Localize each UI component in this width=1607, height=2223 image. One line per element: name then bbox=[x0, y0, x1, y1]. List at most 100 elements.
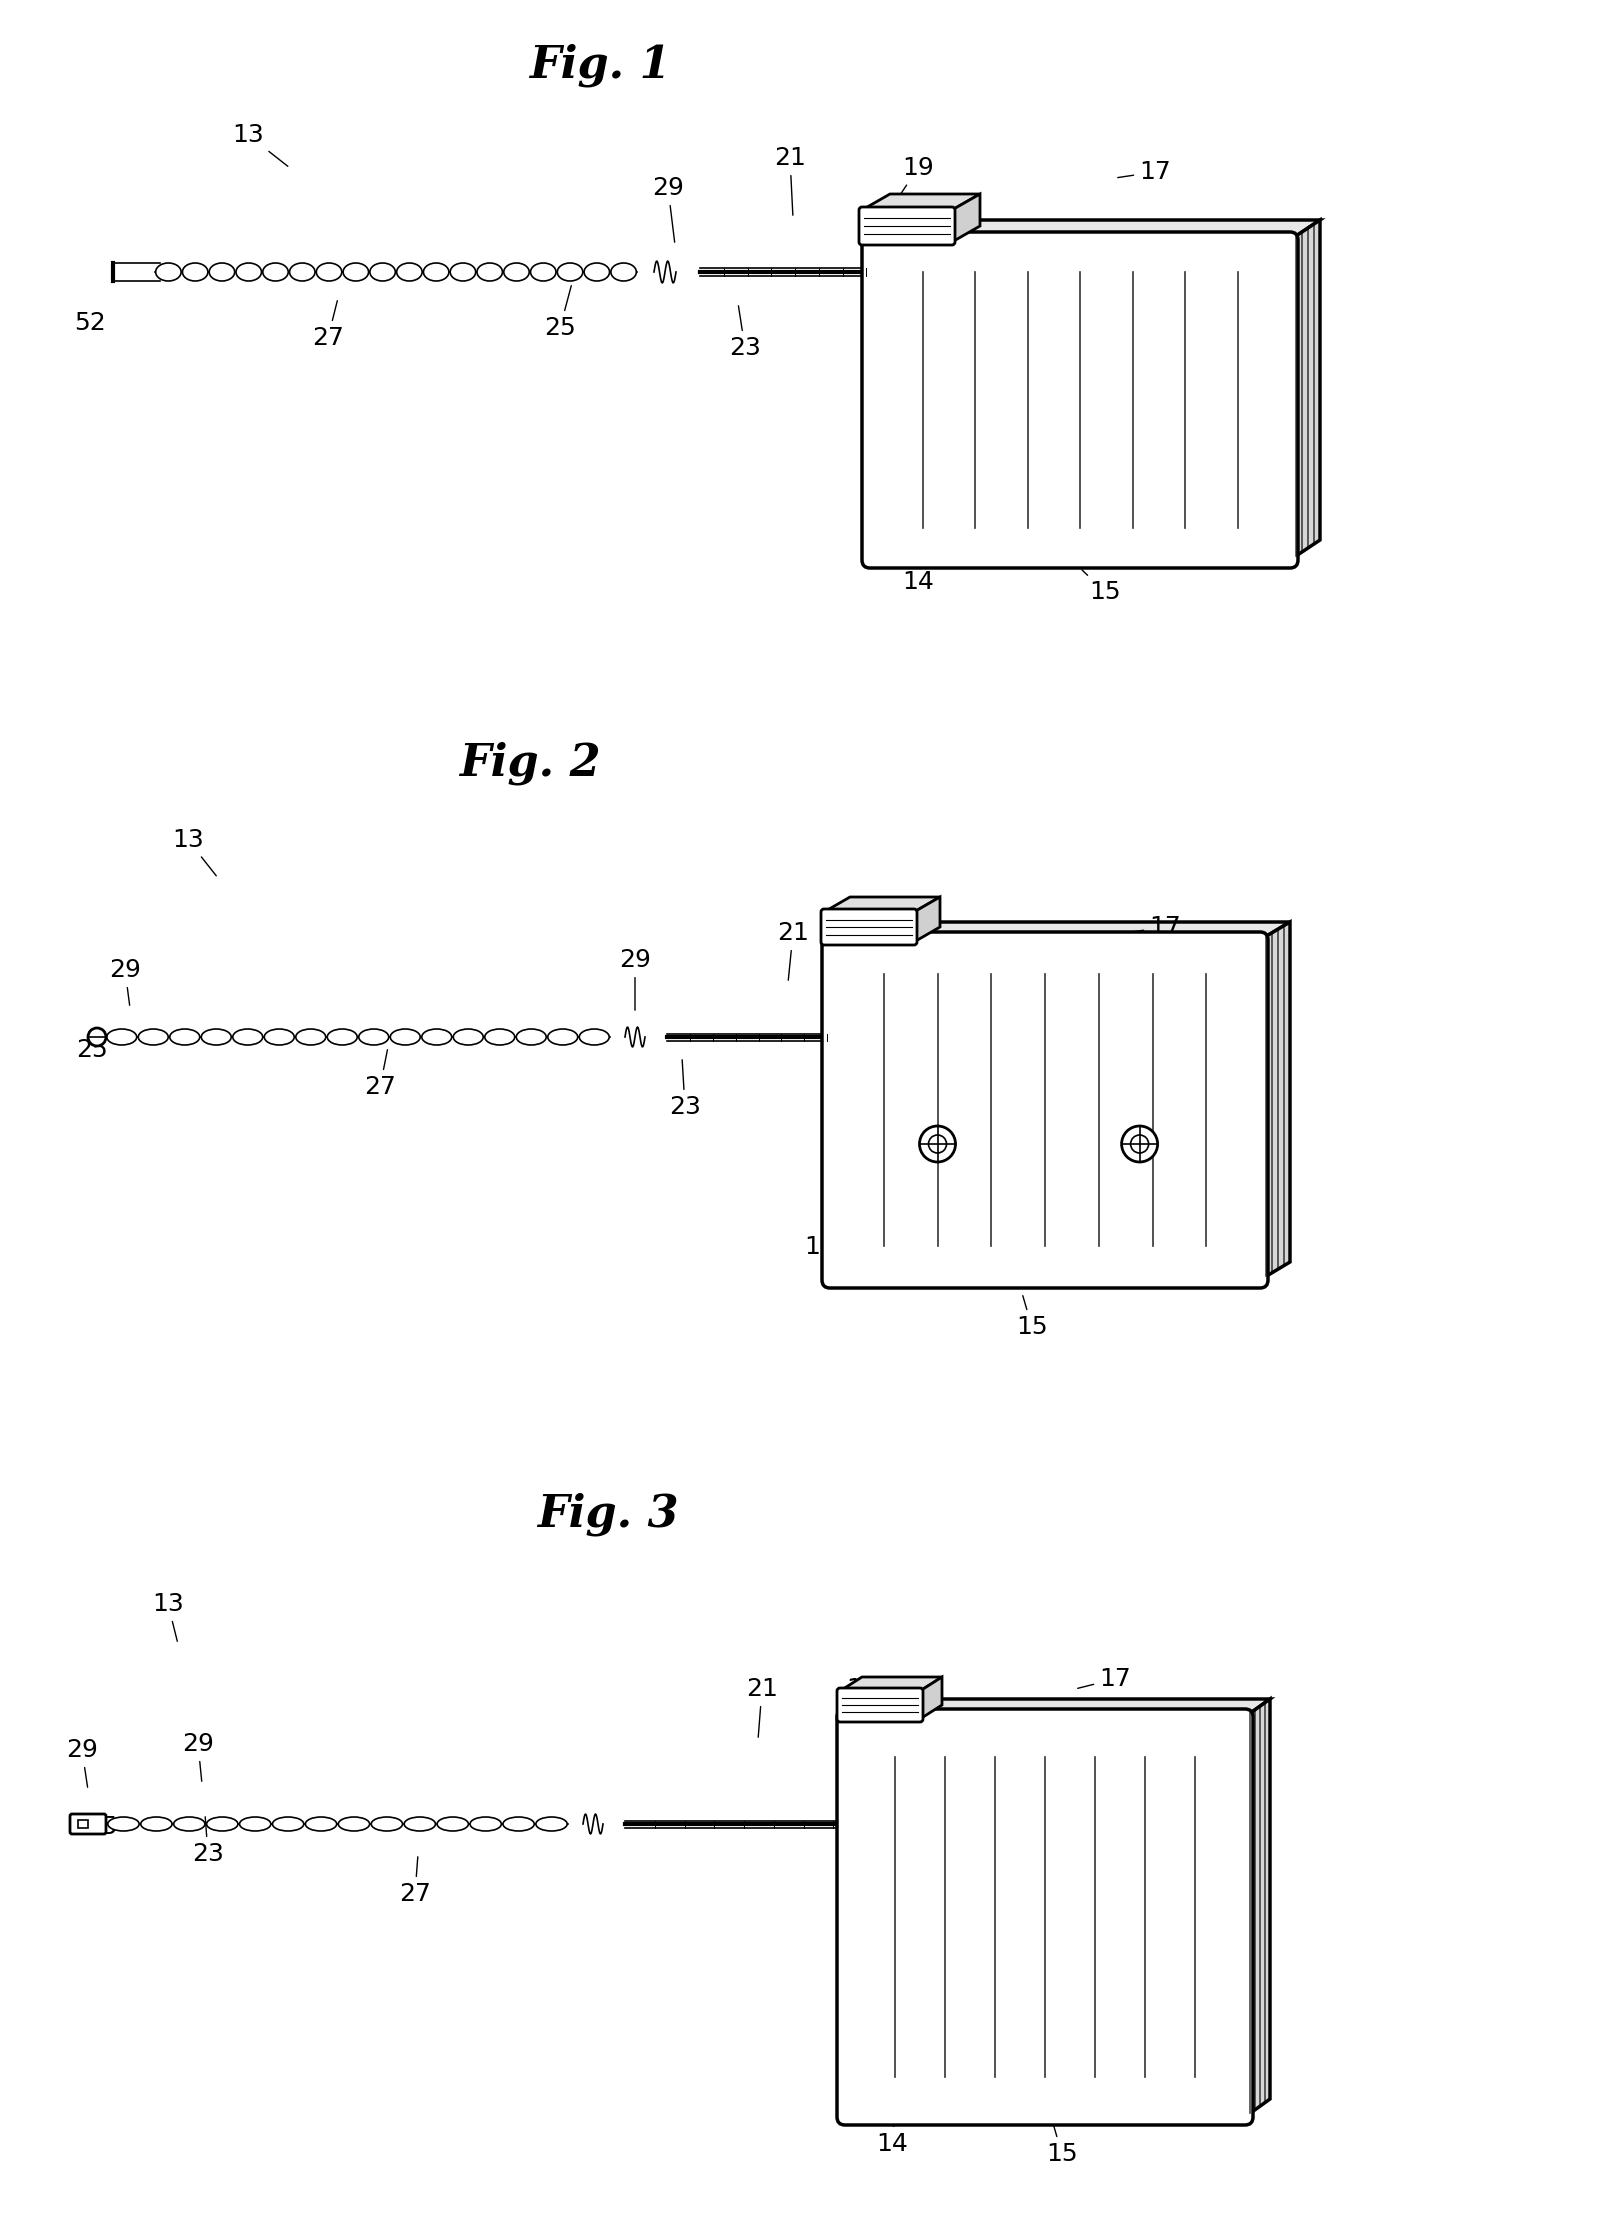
Ellipse shape bbox=[209, 262, 235, 280]
Ellipse shape bbox=[108, 1816, 140, 1832]
Polygon shape bbox=[1245, 1698, 1270, 2116]
Ellipse shape bbox=[170, 1029, 199, 1045]
Text: Fig. 3: Fig. 3 bbox=[537, 1492, 678, 1536]
Ellipse shape bbox=[450, 262, 476, 280]
Text: 15: 15 bbox=[1046, 2123, 1078, 2165]
Text: 23: 23 bbox=[193, 1816, 223, 1865]
Text: 11: 11 bbox=[836, 1972, 887, 2003]
Ellipse shape bbox=[183, 262, 207, 280]
Text: 13: 13 bbox=[231, 122, 288, 167]
Text: 14: 14 bbox=[902, 560, 934, 594]
Text: 16: 16 bbox=[836, 2047, 873, 2083]
FancyBboxPatch shape bbox=[823, 931, 1268, 1287]
Ellipse shape bbox=[138, 1029, 169, 1045]
Text: Fig. 1: Fig. 1 bbox=[529, 42, 670, 87]
Polygon shape bbox=[919, 1676, 942, 1718]
Ellipse shape bbox=[579, 1029, 609, 1045]
Polygon shape bbox=[951, 193, 980, 242]
Ellipse shape bbox=[503, 262, 529, 280]
Ellipse shape bbox=[156, 262, 182, 280]
Text: 19: 19 bbox=[845, 1676, 877, 1747]
Ellipse shape bbox=[141, 1816, 172, 1832]
Ellipse shape bbox=[611, 262, 636, 280]
Ellipse shape bbox=[558, 262, 583, 280]
Text: 29: 29 bbox=[652, 176, 685, 242]
Text: 13: 13 bbox=[153, 1592, 183, 1641]
Ellipse shape bbox=[397, 262, 423, 280]
Text: 30: 30 bbox=[839, 1098, 890, 1145]
Text: 15: 15 bbox=[1082, 569, 1120, 605]
Ellipse shape bbox=[503, 1816, 534, 1832]
Text: 23: 23 bbox=[730, 307, 762, 360]
Ellipse shape bbox=[421, 1029, 452, 1045]
Text: 27: 27 bbox=[365, 1049, 395, 1098]
Polygon shape bbox=[1290, 220, 1319, 560]
Text: 14: 14 bbox=[876, 2112, 908, 2156]
FancyBboxPatch shape bbox=[860, 207, 955, 245]
Text: 29: 29 bbox=[619, 947, 651, 1009]
Text: 17: 17 bbox=[1118, 160, 1172, 185]
Ellipse shape bbox=[239, 1816, 272, 1832]
Ellipse shape bbox=[370, 262, 395, 280]
Polygon shape bbox=[829, 923, 1290, 940]
Ellipse shape bbox=[530, 262, 556, 280]
FancyBboxPatch shape bbox=[71, 1814, 106, 1834]
Ellipse shape bbox=[305, 1816, 337, 1832]
Text: 19: 19 bbox=[879, 156, 934, 227]
Ellipse shape bbox=[516, 1029, 546, 1045]
Ellipse shape bbox=[583, 262, 609, 280]
Ellipse shape bbox=[344, 262, 368, 280]
FancyBboxPatch shape bbox=[837, 1709, 1253, 2125]
Text: 11: 11 bbox=[961, 402, 1014, 445]
Text: 17: 17 bbox=[1128, 916, 1181, 938]
Text: 11: 11 bbox=[804, 1236, 858, 1258]
Text: Fig. 2: Fig. 2 bbox=[460, 740, 601, 785]
Ellipse shape bbox=[273, 1816, 304, 1832]
Text: 15: 15 bbox=[1016, 1296, 1048, 1338]
Text: 25: 25 bbox=[87, 1814, 117, 1838]
Ellipse shape bbox=[296, 1029, 326, 1045]
Text: 28: 28 bbox=[1165, 1136, 1221, 1163]
Ellipse shape bbox=[174, 1816, 206, 1832]
Text: 30: 30 bbox=[1147, 1087, 1197, 1136]
Ellipse shape bbox=[201, 1029, 231, 1045]
Text: 17: 17 bbox=[1078, 1667, 1131, 1692]
Ellipse shape bbox=[535, 1816, 567, 1832]
Ellipse shape bbox=[339, 1816, 370, 1832]
FancyBboxPatch shape bbox=[861, 231, 1298, 569]
Polygon shape bbox=[914, 898, 940, 943]
Ellipse shape bbox=[106, 1029, 137, 1045]
Ellipse shape bbox=[358, 1029, 389, 1045]
Ellipse shape bbox=[477, 262, 503, 280]
Text: 29: 29 bbox=[66, 1738, 98, 1787]
Ellipse shape bbox=[233, 1029, 262, 1045]
Ellipse shape bbox=[264, 1029, 294, 1045]
Polygon shape bbox=[861, 193, 980, 209]
Ellipse shape bbox=[485, 1029, 514, 1045]
Ellipse shape bbox=[437, 1816, 468, 1832]
Ellipse shape bbox=[391, 1029, 419, 1045]
Text: 21: 21 bbox=[746, 1676, 778, 1736]
Text: 52: 52 bbox=[74, 311, 106, 336]
Ellipse shape bbox=[405, 1816, 435, 1832]
Ellipse shape bbox=[424, 262, 448, 280]
Text: 25: 25 bbox=[76, 1038, 108, 1063]
Polygon shape bbox=[840, 1676, 942, 1692]
Text: 26: 26 bbox=[853, 1165, 903, 1209]
Text: 19: 19 bbox=[860, 916, 908, 985]
Text: 16: 16 bbox=[861, 500, 897, 540]
Polygon shape bbox=[1260, 923, 1290, 1280]
Ellipse shape bbox=[317, 262, 342, 280]
Text: 27: 27 bbox=[399, 1856, 431, 1905]
Ellipse shape bbox=[207, 1816, 238, 1832]
Text: 25: 25 bbox=[545, 287, 575, 340]
Ellipse shape bbox=[469, 1816, 501, 1832]
FancyBboxPatch shape bbox=[821, 909, 918, 945]
Text: 13: 13 bbox=[172, 827, 217, 876]
Ellipse shape bbox=[236, 262, 262, 280]
Text: 21: 21 bbox=[775, 147, 807, 216]
Circle shape bbox=[919, 1127, 956, 1163]
Ellipse shape bbox=[548, 1029, 577, 1045]
Text: 27: 27 bbox=[312, 300, 344, 349]
Text: 29: 29 bbox=[182, 1732, 214, 1781]
